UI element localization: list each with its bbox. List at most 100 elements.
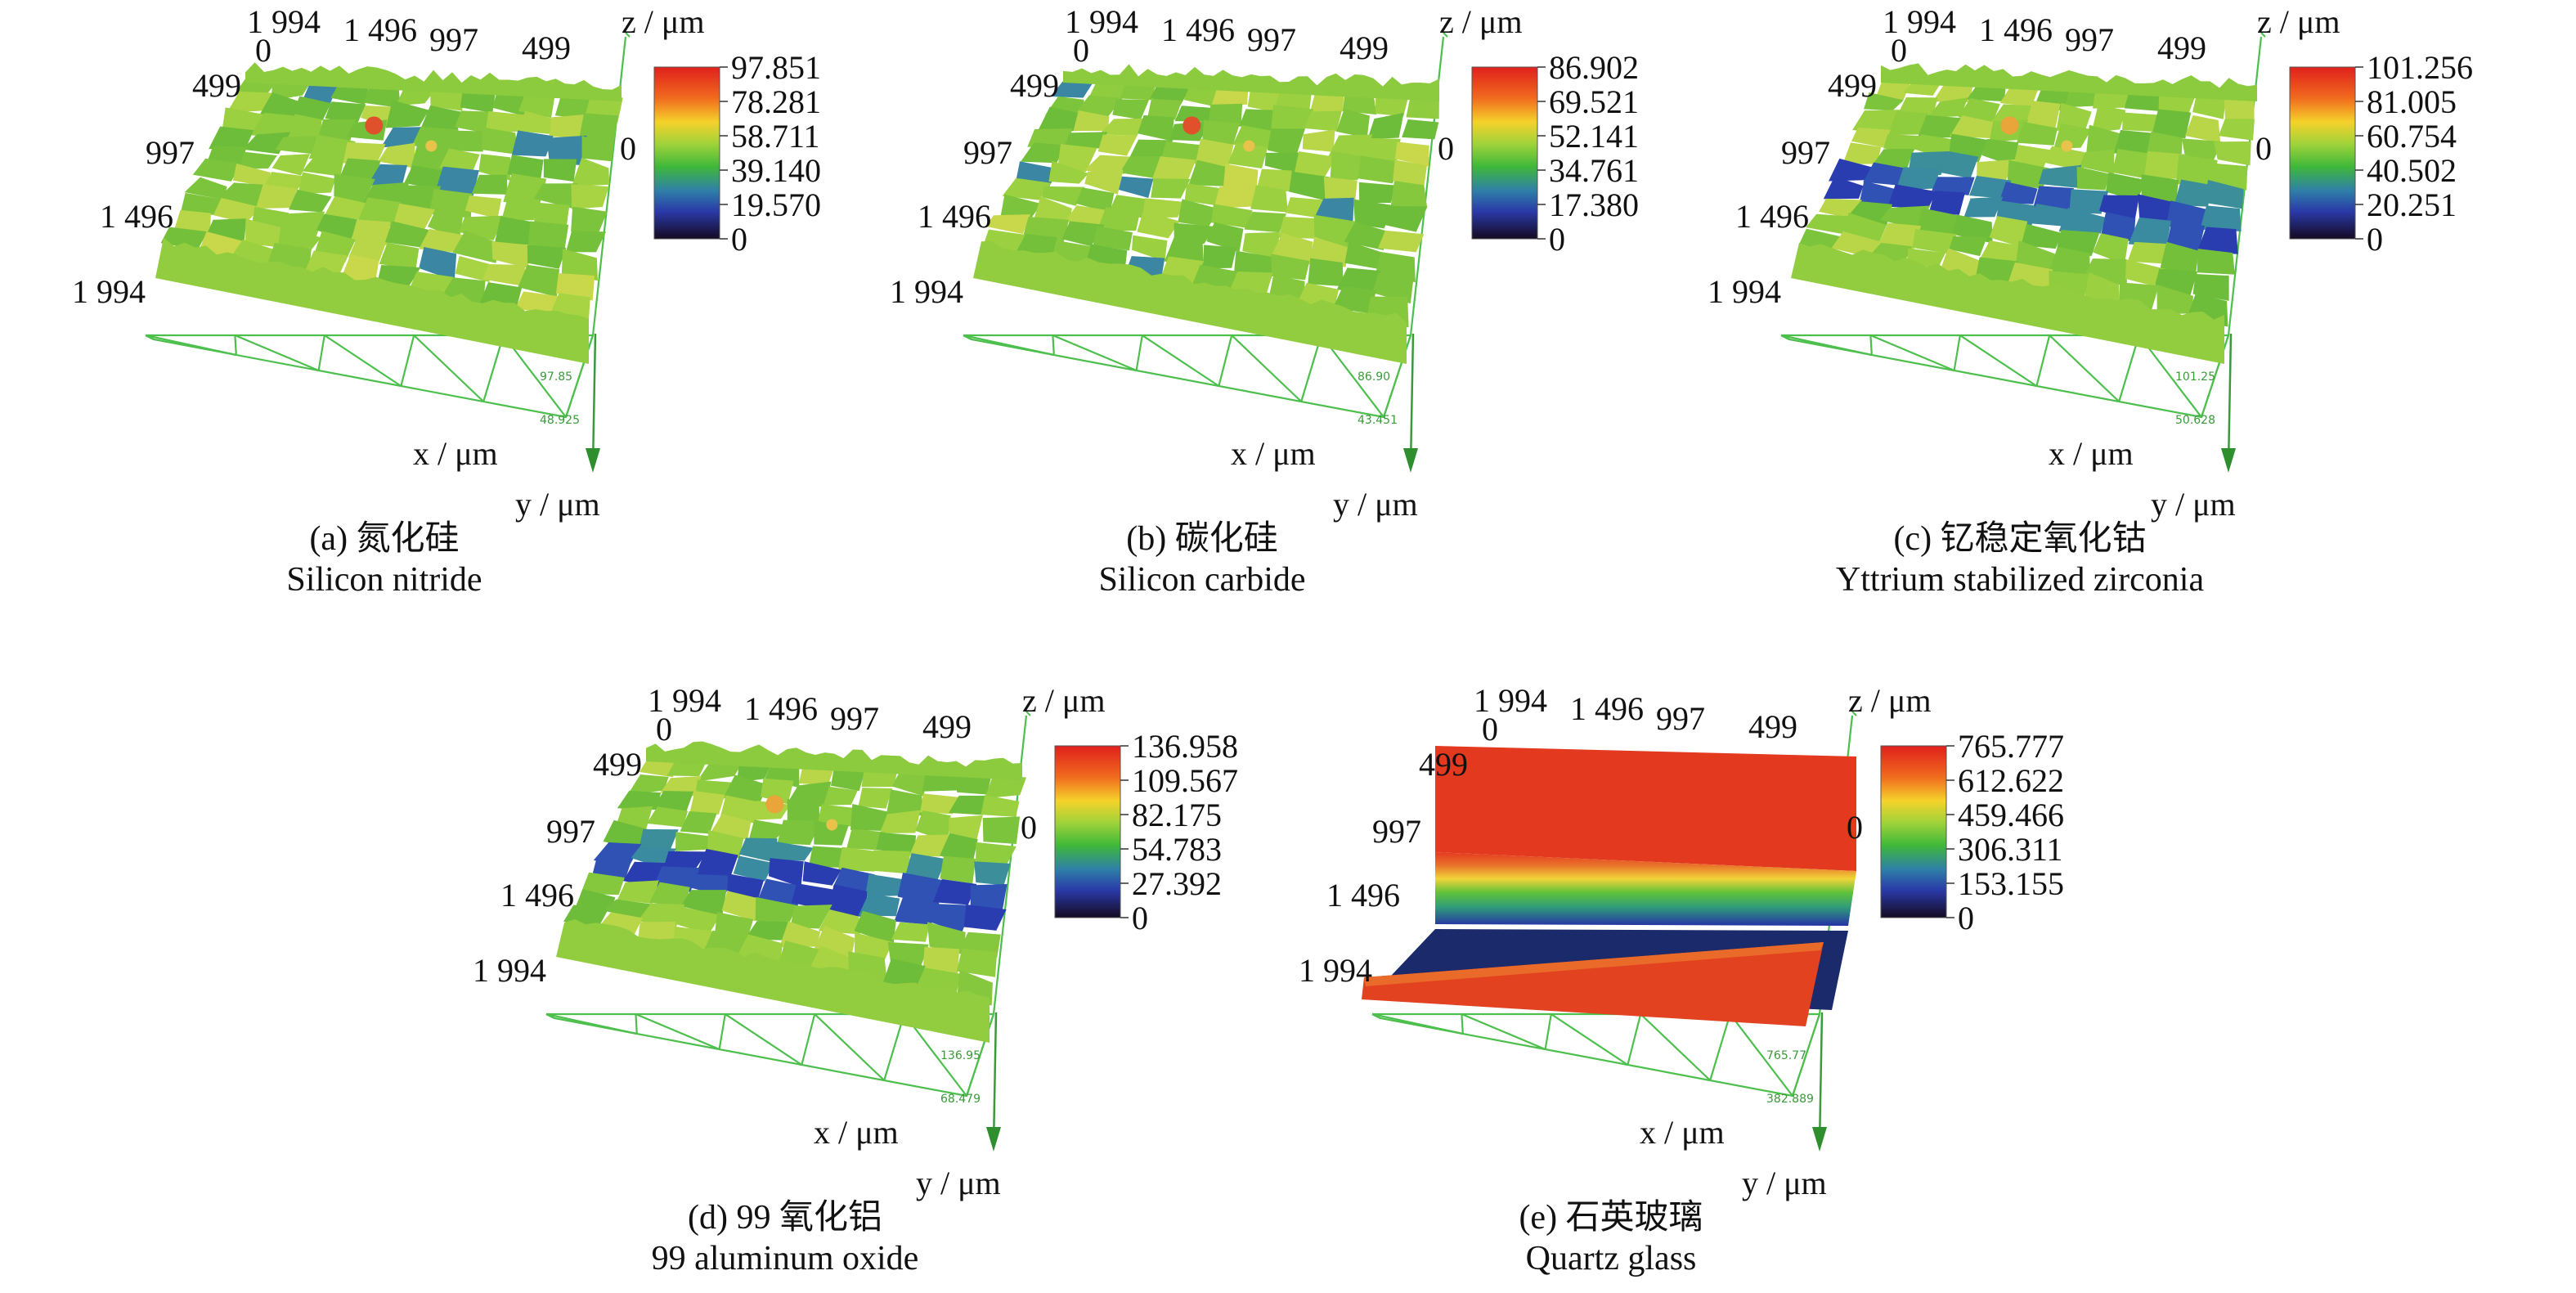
surface-peak [1243, 140, 1255, 152]
surface-patch [756, 878, 801, 906]
surface-patch [920, 793, 959, 815]
box-support-diag [1461, 1012, 1546, 1051]
surface-front-wall [556, 919, 990, 1043]
surface-patch [1138, 114, 1174, 141]
box-support [1135, 334, 1143, 371]
origin-tick-label: 0 [1891, 32, 1907, 69]
surface-patch [1390, 181, 1428, 210]
surface-peak [425, 140, 438, 152]
y-axis-arrow-line [2227, 333, 2233, 467]
surface-patch [1963, 196, 2004, 218]
surface-patch [1151, 178, 1191, 199]
box-support-diag [635, 1012, 720, 1051]
box-support-diag [1142, 334, 1220, 387]
top-tick-label: 499 [1748, 708, 1797, 745]
surface-patch [974, 861, 1011, 886]
surface-patch [1358, 155, 1402, 184]
surface-patch [858, 893, 900, 917]
z-axis-label: z / μm [622, 3, 704, 40]
side-tick-label: 997 [1781, 134, 1830, 171]
surface-patch [850, 804, 887, 831]
top-tick-label: 1 496 [744, 690, 818, 727]
surface-patch [1842, 142, 1882, 165]
box-support [1627, 1013, 1642, 1066]
surface-patch [823, 786, 858, 806]
side-tick-label: 1 994 [890, 273, 963, 310]
box-value-label: 48.925 [540, 414, 580, 427]
surface-patch [932, 878, 977, 905]
top-tick-label: 1 994 [1883, 3, 1956, 40]
surface-patch [646, 806, 689, 828]
surface-rough-edge [245, 62, 622, 101]
surface-patch [1244, 211, 1287, 233]
surface-patch [1093, 226, 1133, 251]
top-tick-label: 1 994 [648, 682, 721, 719]
surface-patch [571, 157, 610, 187]
surface-patch [2200, 205, 2242, 231]
box-support [1953, 334, 1961, 371]
surface-patch [981, 795, 1020, 817]
y-axis-arrowhead [586, 448, 600, 473]
panel-caption-english: 99 aluminum oxide [652, 1240, 919, 1277]
box-support [400, 334, 415, 387]
box-support-diag [1371, 1012, 1464, 1035]
surface-patch [868, 850, 910, 874]
box-value-label: 101.25 [2175, 370, 2215, 384]
surface-patch [721, 891, 761, 922]
box-value-label: 68.479 [940, 1093, 981, 1106]
surface-patch [1048, 160, 1089, 184]
surface-patch [561, 249, 598, 281]
surface-patch [1214, 185, 1257, 209]
box-value-label: 50.628 [2175, 414, 2215, 427]
box-support-diag [545, 1012, 638, 1035]
colorbar-tick-label: 27.392 [1132, 865, 1222, 902]
surface-patch [976, 842, 1016, 864]
surface-patch [790, 905, 832, 929]
colorbar-tick-label: 459.466 [1958, 797, 2064, 833]
box-support-diag [1231, 334, 1302, 402]
side-tick-label: 1 994 [1299, 952, 1372, 989]
side-tick-label: 499 [1010, 67, 1059, 104]
top-tick-label: 997 [2065, 21, 2114, 58]
colorbar-tick-label: 19.570 [731, 186, 821, 223]
surface-patch [1302, 129, 1335, 152]
surface-patch [985, 214, 1030, 235]
box-wireframe [1371, 715, 1854, 1098]
surface [1362, 746, 1856, 1026]
surface-patch [1099, 118, 1146, 137]
surface [556, 741, 1027, 1043]
surface-patch [2038, 164, 2082, 188]
surface-patch [239, 151, 277, 169]
surface-patch [1371, 272, 1414, 304]
surface-top-plateau [1435, 746, 1856, 871]
surface-patch [1344, 222, 1389, 250]
z-axis-label: z / μm [1848, 682, 1931, 719]
origin-tick-label: 0 [1482, 711, 1498, 748]
surface-patch [1353, 199, 1394, 229]
x-axis-label: x / μm [1231, 435, 1316, 472]
y-axis-arrowhead [1812, 1127, 1827, 1152]
surface-patch [2197, 249, 2235, 275]
y-axis-arrow-line [1409, 333, 1415, 467]
surface-patch [891, 922, 930, 942]
side-tick-label: 997 [1372, 813, 1421, 850]
z-origin-label: 0 [620, 130, 636, 167]
side-tick-label: 499 [1828, 67, 1877, 104]
top-tick-label: 499 [2157, 29, 2206, 66]
surface-rough-edge [1063, 64, 1439, 101]
surface-patch [675, 832, 713, 851]
surface-peak [2000, 116, 2019, 135]
surface-patch [527, 245, 567, 269]
colorbar-tick-label: 0 [1549, 221, 1565, 258]
surface-patch [2185, 114, 2221, 143]
box-support-diag [1869, 334, 1955, 372]
surface-peak [365, 116, 384, 135]
colorbar-tick-label: 34.761 [1549, 152, 1639, 189]
y-axis-arrowhead [986, 1127, 1001, 1152]
colorbar-tick-label: 612.622 [1958, 762, 2064, 799]
top-tick-label: 1 994 [1065, 3, 1138, 40]
side-tick-label: 997 [546, 813, 595, 850]
z-origin-label: 0 [2255, 130, 2272, 167]
